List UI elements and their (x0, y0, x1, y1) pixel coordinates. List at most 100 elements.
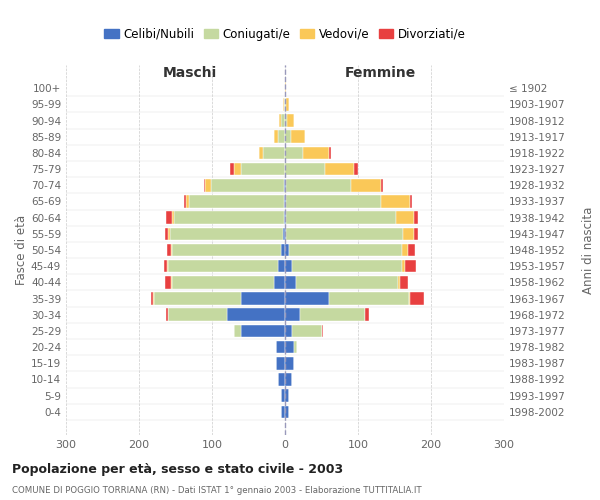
Bar (285, 146, 303, 159)
Bar (286, 212, 396, 224)
Bar (396, 212, 414, 224)
Bar (154, 292, 241, 305)
Bar (186, 195, 190, 208)
Bar (284, 212, 285, 224)
Bar (274, 130, 278, 143)
Bar (355, 163, 358, 175)
Bar (171, 244, 172, 256)
Bar (184, 195, 186, 208)
Bar (274, 276, 285, 288)
Bar (285, 292, 329, 305)
Bar (329, 146, 331, 159)
Bar (227, 308, 285, 321)
Bar (291, 130, 305, 143)
Bar (241, 324, 285, 337)
Bar (292, 260, 402, 272)
Bar (172, 276, 274, 288)
Bar (278, 130, 285, 143)
Bar (172, 212, 174, 224)
Bar (234, 324, 241, 337)
Bar (276, 357, 285, 370)
Bar (284, 98, 285, 110)
Bar (204, 179, 205, 192)
Bar (164, 228, 168, 240)
Bar (352, 179, 380, 192)
Bar (285, 373, 292, 386)
Bar (279, 114, 281, 127)
Bar (400, 276, 409, 288)
Bar (289, 244, 402, 256)
Bar (167, 260, 168, 272)
Bar (263, 146, 285, 159)
Bar (286, 195, 380, 208)
Text: Popolazione per età, sesso e stato civile - 2003: Popolazione per età, sesso e stato civil… (12, 462, 343, 475)
Bar (285, 244, 289, 256)
Legend: Celibi/Nubili, Coniugati/e, Vedovi/e, Divorziati/e: Celibi/Nubili, Coniugati/e, Vedovi/e, Di… (100, 23, 470, 45)
Bar (285, 195, 286, 208)
Bar (409, 292, 410, 305)
Bar (285, 130, 291, 143)
Bar (164, 260, 167, 272)
Bar (285, 276, 296, 288)
Bar (285, 406, 289, 418)
Bar (285, 308, 299, 321)
Bar (234, 163, 241, 175)
Bar (292, 324, 322, 337)
Bar (407, 244, 415, 256)
Bar (278, 260, 285, 272)
Bar (380, 195, 410, 208)
Text: Femmine: Femmine (344, 66, 416, 80)
Y-axis label: Anni di nascita: Anni di nascita (582, 206, 595, 294)
Bar (299, 308, 365, 321)
Y-axis label: Fasce di età: Fasce di età (15, 215, 28, 285)
Bar (285, 82, 286, 94)
Bar (406, 260, 416, 272)
Bar (410, 195, 412, 208)
Bar (205, 179, 211, 192)
Bar (285, 212, 286, 224)
Bar (325, 163, 355, 175)
Bar (284, 179, 285, 192)
Bar (287, 114, 295, 127)
Bar (285, 114, 287, 127)
Text: COMUNE DI POGGIO TORRIANA (RN) - Dati ISTAT 1° gennaio 2003 - Elaborazione TUTTI: COMUNE DI POGGIO TORRIANA (RN) - Dati IS… (12, 486, 422, 495)
Bar (296, 276, 398, 288)
Bar (281, 406, 285, 418)
Bar (284, 195, 285, 208)
Bar (365, 308, 369, 321)
Bar (285, 228, 286, 240)
Bar (322, 324, 323, 337)
Bar (403, 228, 414, 240)
Bar (171, 276, 172, 288)
Bar (276, 341, 285, 353)
Bar (211, 179, 284, 192)
Bar (294, 341, 298, 353)
Bar (168, 260, 278, 272)
Bar (303, 146, 329, 159)
Bar (285, 98, 286, 110)
Bar (241, 163, 285, 175)
Bar (166, 212, 172, 224)
Bar (283, 98, 284, 110)
Bar (380, 179, 383, 192)
Bar (281, 244, 285, 256)
Bar (285, 324, 292, 337)
Bar (165, 276, 171, 288)
Bar (283, 228, 285, 240)
Bar (402, 244, 407, 256)
Bar (285, 341, 294, 353)
Bar (329, 292, 409, 305)
Bar (170, 228, 283, 240)
Bar (230, 163, 234, 175)
Bar (281, 114, 285, 127)
Bar (285, 357, 294, 370)
Bar (410, 292, 424, 305)
Bar (414, 212, 418, 224)
Bar (285, 390, 289, 402)
Bar (174, 212, 284, 224)
Bar (286, 179, 352, 192)
Bar (285, 179, 286, 192)
Bar (285, 260, 292, 272)
Bar (398, 276, 400, 288)
Text: Maschi: Maschi (163, 66, 217, 80)
